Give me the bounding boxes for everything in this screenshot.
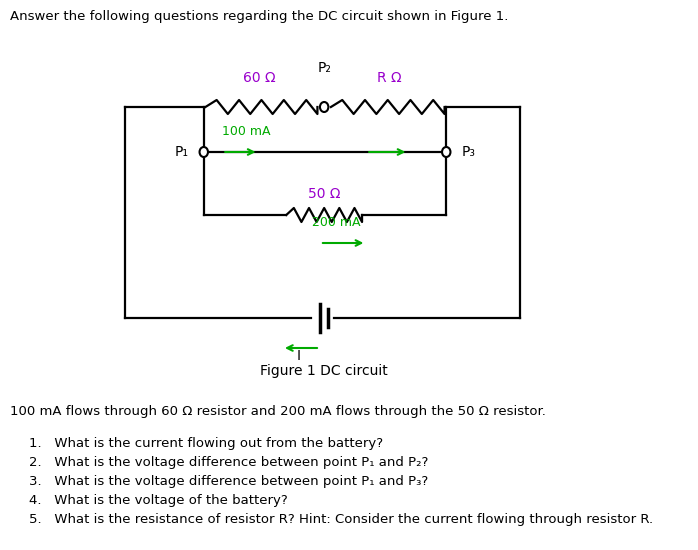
Text: P₁: P₁	[174, 145, 188, 159]
Text: 5.   What is the resistance of resistor R? Hint: Consider the current flowing th: 5. What is the resistance of resistor R?…	[29, 513, 653, 526]
Text: 100 mA flows through 60 Ω resistor and 200 mA flows through the 50 Ω resistor.: 100 mA flows through 60 Ω resistor and 2…	[10, 405, 546, 418]
Text: Answer the following questions regarding the DC circuit shown in Figure 1.: Answer the following questions regarding…	[10, 10, 508, 23]
Text: R Ω: R Ω	[377, 71, 401, 85]
Circle shape	[200, 147, 208, 157]
Circle shape	[442, 147, 450, 157]
Text: P₃: P₃	[461, 145, 475, 159]
Text: 100 mA: 100 mA	[222, 125, 271, 138]
Text: 1.   What is the current flowing out from the battery?: 1. What is the current flowing out from …	[29, 437, 384, 450]
Text: Figure 1 DC circuit: Figure 1 DC circuit	[260, 364, 388, 378]
Text: 60 Ω: 60 Ω	[243, 71, 276, 85]
Text: P₂: P₂	[317, 61, 331, 75]
Text: 50 Ω: 50 Ω	[308, 187, 341, 201]
Text: 4.   What is the voltage of the battery?: 4. What is the voltage of the battery?	[29, 494, 288, 507]
Text: 3.   What is the voltage difference between point P₁ and P₃?: 3. What is the voltage difference betwee…	[29, 475, 429, 488]
Text: I: I	[297, 349, 301, 363]
Circle shape	[320, 102, 328, 112]
Text: 200 mA: 200 mA	[311, 216, 360, 229]
Text: 2.   What is the voltage difference between point P₁ and P₂?: 2. What is the voltage difference betwee…	[29, 456, 429, 469]
